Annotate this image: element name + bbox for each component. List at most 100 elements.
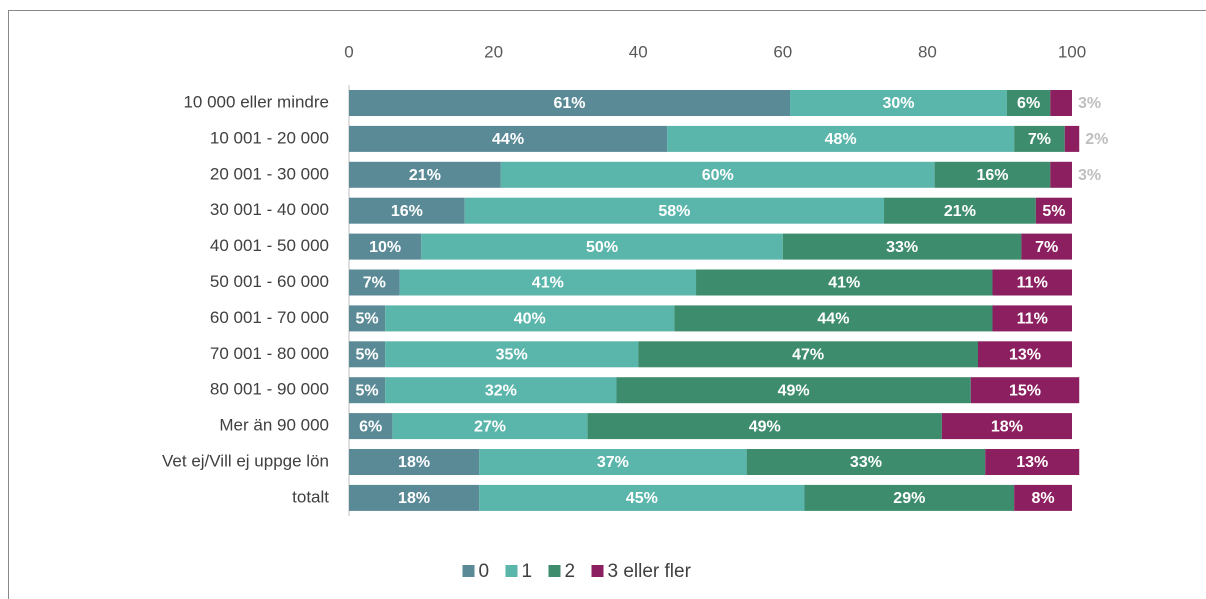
legend-label: 3 eller fler [608, 561, 692, 582]
x-tick-label: 60 [773, 42, 792, 61]
bar-segment [421, 233, 783, 260]
data-label: 32% [485, 382, 517, 399]
bar-segment [941, 413, 1072, 440]
bar-segment [985, 449, 1080, 475]
data-label: 21% [409, 167, 441, 184]
data-label: 5% [356, 382, 379, 399]
data-label: 5% [1042, 203, 1065, 220]
bar-segment [782, 233, 1022, 260]
bar-segment [349, 233, 422, 260]
y-tick-label: 80 001 - 90 000 [210, 380, 329, 399]
bar-segment [349, 449, 480, 475]
bar-segment [1014, 484, 1072, 511]
bar-segment [790, 90, 1007, 116]
bar-segment [978, 341, 1072, 368]
bar-segment [349, 413, 393, 440]
bar-segment [1006, 90, 1051, 116]
y-tick-label: 70 001 - 80 000 [210, 344, 329, 363]
bar-segment [638, 341, 979, 368]
bar-segment [1021, 233, 1072, 260]
y-tick-label: Mer än 90 000 [219, 416, 329, 435]
data-label: 33% [850, 454, 882, 471]
data-label: 6% [359, 418, 382, 435]
bar-segment [349, 484, 480, 511]
y-tick-label: 40 001 - 50 000 [210, 236, 329, 255]
data-label: 16% [976, 167, 1008, 184]
data-label: 41% [828, 275, 860, 292]
bar-segment [349, 197, 465, 224]
bar-segment [992, 269, 1072, 296]
data-label: 37% [597, 454, 629, 471]
bar-segment [349, 341, 386, 368]
y-tick-label: 50 001 - 60 000 [210, 272, 329, 291]
legend-swatch [548, 565, 561, 577]
bar-segment [587, 413, 942, 440]
y-tick-label: 30 001 - 40 000 [210, 200, 329, 219]
bar-segment [500, 161, 935, 188]
bar-segment [385, 377, 617, 404]
data-label: 60% [702, 167, 734, 184]
bar-segment [1014, 125, 1065, 152]
y-tick-label: Vet ej/Vill ej uppge lön [162, 451, 329, 470]
data-label: 5% [356, 311, 379, 328]
bar-segment [1050, 161, 1072, 188]
bar-segment [349, 269, 400, 296]
data-label: 18% [398, 490, 430, 507]
legend-label: 2 [565, 561, 576, 582]
data-label: 11% [1017, 275, 1048, 292]
data-label: 5% [356, 347, 379, 364]
data-label: 29% [893, 490, 925, 507]
data-label: 15% [1009, 382, 1041, 399]
bar-segment [385, 305, 675, 332]
bar-segment [349, 161, 501, 188]
data-label: 21% [944, 203, 976, 220]
data-label: 16% [391, 203, 423, 220]
y-tick-label: totalt [292, 487, 329, 506]
y-tick-label: 60 001 - 70 000 [210, 308, 329, 327]
x-tick-label: 0 [344, 42, 353, 61]
data-label: 41% [532, 275, 564, 292]
y-tick-label: 10 000 eller mindre [183, 92, 329, 111]
y-tick-label: 10 001 - 20 000 [210, 128, 329, 147]
legend-swatch [462, 565, 475, 577]
bar-segment [1035, 197, 1072, 224]
data-label: 49% [749, 418, 781, 435]
data-label: 7% [1028, 131, 1051, 148]
bar-segment [1064, 125, 1080, 152]
bar-segment [349, 377, 386, 404]
bar-segment [884, 197, 1036, 224]
data-label: 49% [778, 382, 810, 399]
legend-label: 1 [522, 561, 533, 582]
data-label: 3% [1078, 167, 1101, 184]
bar-segment [934, 161, 1051, 188]
data-label: 40% [514, 311, 546, 328]
bar-segment [385, 341, 639, 368]
bar-segment [479, 484, 805, 511]
x-tick-label: 80 [918, 42, 937, 61]
x-tick-label: 100 [1058, 42, 1086, 61]
bar-segment [349, 125, 668, 152]
legend-label: 0 [479, 561, 490, 582]
data-label: 8% [1032, 490, 1055, 507]
bar-segment [349, 90, 791, 116]
data-label: 6% [1017, 95, 1040, 112]
data-label: 30% [882, 95, 914, 112]
data-label: 3% [1078, 95, 1101, 112]
data-label: 58% [658, 203, 690, 220]
bar-segment [746, 449, 986, 475]
legend-swatch [505, 565, 518, 577]
bar-segment [970, 377, 1080, 404]
data-label: 27% [474, 418, 506, 435]
data-label: 35% [496, 347, 528, 364]
bar-segment [667, 125, 1015, 152]
bar-segment [464, 197, 885, 224]
data-label: 13% [1009, 347, 1041, 364]
x-tick-label: 20 [484, 42, 503, 61]
data-label: 7% [363, 275, 386, 292]
data-label: 18% [991, 418, 1023, 435]
bar-segment [992, 305, 1072, 332]
data-label: 13% [1016, 454, 1048, 471]
data-label: 44% [492, 131, 524, 148]
data-label: 45% [626, 490, 658, 507]
